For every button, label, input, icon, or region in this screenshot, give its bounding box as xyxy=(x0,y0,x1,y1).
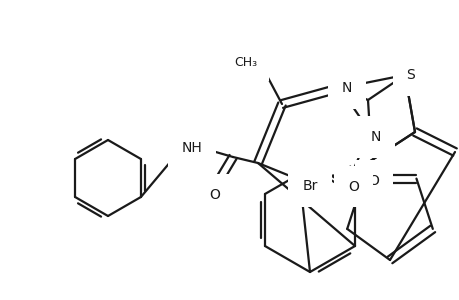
Text: N: N xyxy=(370,130,381,144)
Text: O: O xyxy=(347,180,358,194)
Text: Br: Br xyxy=(302,179,317,193)
Text: NH: NH xyxy=(181,141,202,155)
Text: N: N xyxy=(341,81,352,95)
Text: CH₃: CH₃ xyxy=(233,56,257,68)
Text: O: O xyxy=(368,174,379,188)
Text: O: O xyxy=(209,188,220,202)
Text: S: S xyxy=(406,68,414,82)
